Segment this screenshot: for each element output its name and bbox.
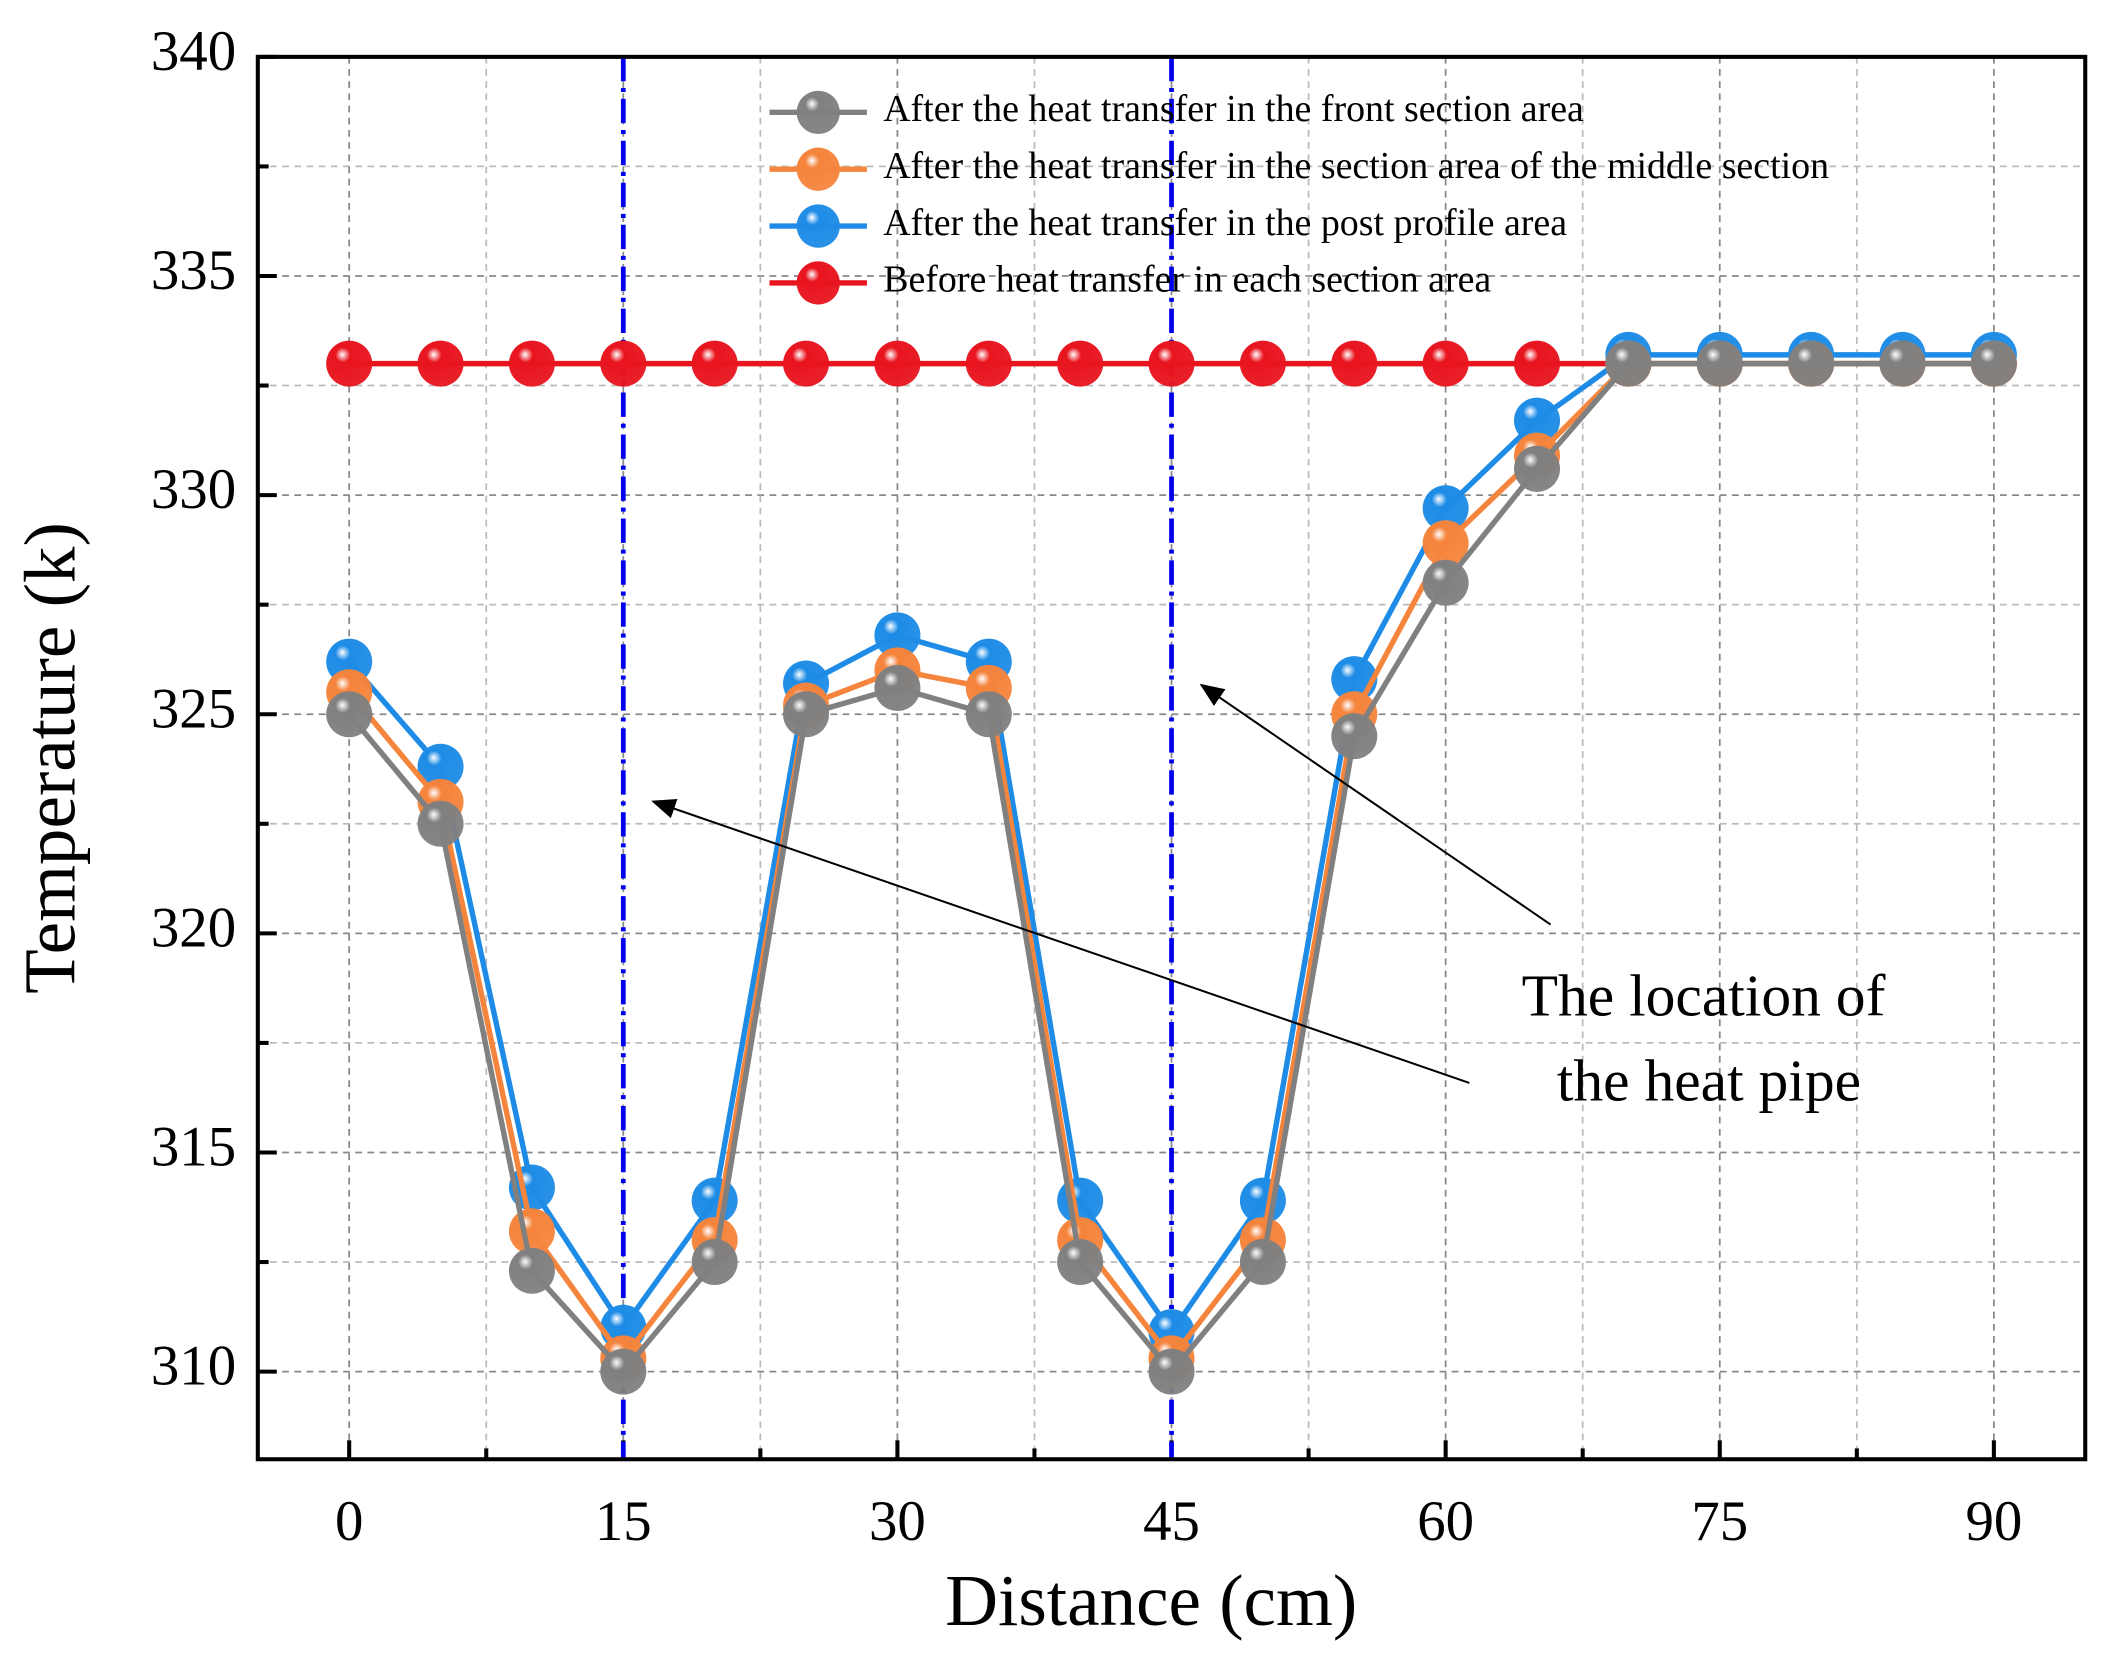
y-axis-label: Temperature (k) (9, 522, 90, 994)
y-tick-label: 325 (151, 677, 236, 740)
y-tick-label: 310 (151, 1335, 236, 1398)
annotation: The location of the heat pipe (651, 683, 1886, 1114)
data-point (1514, 397, 1561, 444)
data-point (874, 664, 921, 711)
legend-label: After the heat transfer in the front sec… (883, 88, 1584, 130)
annotation-text: The location of (1522, 962, 1886, 1028)
data-point (1057, 1177, 1104, 1224)
data-point (417, 340, 464, 387)
y-tick-label: 315 (151, 1116, 236, 1179)
data-point (1239, 1239, 1286, 1286)
x-tick-label: 30 (869, 1490, 926, 1553)
x-tick-label: 15 (595, 1490, 652, 1553)
data-point (1879, 340, 1926, 387)
data-point (1605, 340, 1652, 387)
data-point (783, 340, 830, 387)
data-point (1970, 340, 2017, 387)
data-point (965, 691, 1012, 738)
data-point (691, 1177, 738, 1224)
data-point (1331, 340, 1378, 387)
legend-marker (796, 90, 840, 135)
data-point (417, 743, 464, 790)
data-point (1057, 340, 1104, 387)
data-point (691, 1239, 738, 1286)
data-point (508, 340, 555, 387)
legend-label: Before heat transfer in each section are… (883, 259, 1491, 301)
data-point (1239, 340, 1286, 387)
legend-label: After the heat transfer in the post prof… (883, 202, 1567, 244)
data-point (874, 612, 921, 659)
annotation-text: the heat pipe (1557, 1048, 1861, 1114)
data-point (1422, 520, 1469, 567)
data-point (508, 1208, 555, 1255)
x-tick-label: 60 (1417, 1490, 1474, 1553)
data-point (1148, 340, 1195, 387)
data-point (691, 340, 738, 387)
legend-marker (796, 261, 840, 305)
data-point (1514, 340, 1561, 387)
x-axis-label: Distance (cm) (945, 1560, 1357, 1641)
plot-frame (255, 54, 2088, 1462)
data-point (1422, 485, 1469, 532)
y-tick-label: 335 (151, 239, 236, 302)
data-point (1148, 1348, 1195, 1395)
y-tick-label: 330 (151, 458, 236, 521)
data-point (417, 800, 464, 847)
data-point (1422, 559, 1469, 606)
data-point (326, 691, 373, 738)
x-tick-label: 75 (1691, 1490, 1748, 1553)
data-point (600, 1348, 647, 1395)
arrow (651, 799, 1470, 1084)
legend-marker (796, 204, 840, 248)
data-point (965, 340, 1012, 387)
data-point (1514, 445, 1561, 492)
data-point (1331, 713, 1378, 760)
data-point (783, 691, 830, 738)
legend-label: After the heat transfer in the section a… (883, 145, 1829, 187)
data-point (1788, 340, 1835, 387)
data-point (326, 340, 373, 387)
data-point (1422, 340, 1469, 387)
data-point (508, 1247, 555, 1294)
x-tick-label: 90 (1965, 1490, 2022, 1553)
arrow (1199, 683, 1552, 926)
data-point (874, 340, 921, 387)
x-tick-label: 0 (335, 1490, 363, 1553)
x-tick-label: 45 (1143, 1490, 1200, 1553)
y-tick-label: 340 (151, 20, 236, 83)
data-point (1057, 1239, 1104, 1286)
data-point (600, 340, 647, 387)
data-point (1696, 340, 1743, 387)
legend-marker (796, 147, 840, 191)
y-tick-label: 320 (151, 896, 236, 959)
